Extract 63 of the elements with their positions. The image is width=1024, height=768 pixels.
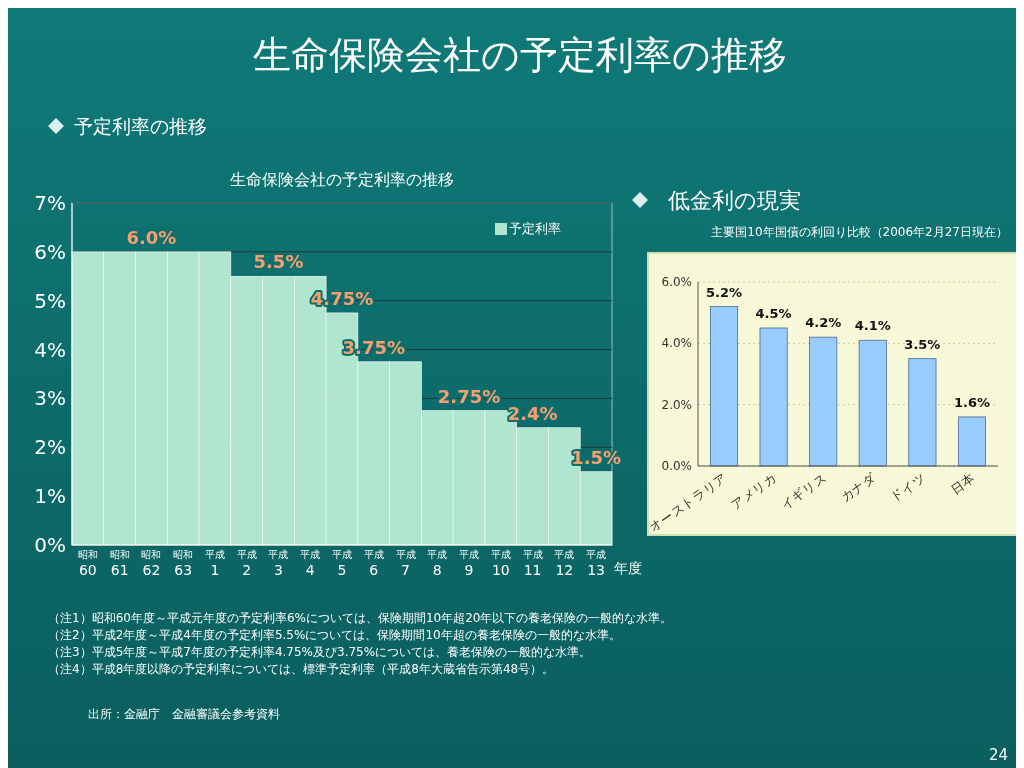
x-tick-label: オーストラリア [646, 470, 730, 535]
data-label: 3.5% [904, 336, 941, 352]
y-tick-label: 0.0% [661, 459, 692, 473]
text: 予定利率 [509, 221, 561, 236]
data-label: 4.2% [805, 315, 842, 331]
x-tick-label: 昭和 62 [141, 549, 162, 578]
text: 出所：金融庁 金融審議会参考資料 [88, 707, 280, 721]
y-tick-label: 7% [34, 191, 66, 215]
bar [957, 416, 986, 467]
data-label: 2.75% [437, 385, 501, 407]
text: （注1）昭和60年度～平成元年度の予定利率6%については、保険期間10年超20年以下の養老保険の一般的な水準。 [48, 611, 673, 625]
x-tick-label: ドイツ [887, 470, 929, 505]
data-label: 6.0% [126, 226, 177, 248]
x-tick-label: 平成 9 [459, 549, 480, 578]
y-tick-label: 2% [34, 435, 66, 460]
x-tick-label: 平成 12 [554, 549, 575, 578]
chart-subtitle: 予定利率の推移 [74, 115, 207, 137]
text: （注2）平成2年度～平成4年度の予定利率5.5%については、保険期間10年超の養老保険の一般的な水準。 [48, 628, 621, 642]
x-tick-label: 昭和 61 [109, 549, 130, 578]
chart-title: 生命保険会社の予定利率の推移 [230, 170, 454, 189]
x-tick-label: 平成 11 [522, 549, 543, 578]
x-tick-label: カナダ [837, 469, 880, 505]
chart-subtitle: 主要国10年国債の利回り比較（2006年2月27日現在） [711, 225, 1008, 239]
data-label: 5.5% [253, 251, 304, 273]
x-tick-label: アメリカ [728, 470, 780, 513]
bar [759, 327, 788, 467]
data-label: 4.5% [755, 306, 792, 321]
y-tick-label: 1% [34, 484, 66, 509]
x-tick-label: 平成 3 [268, 549, 289, 578]
text: （注3）平成5年度～平成7年度の予定利率4.75%及び3.75%については、養老保険の一般的な水準。 [48, 645, 592, 659]
x-tick-label: 平成 8 [427, 549, 448, 578]
x-tick-label: 昭和 63 [173, 549, 194, 578]
y-tick-label: 4% [34, 337, 66, 362]
data-label: 4.1% [854, 318, 891, 334]
x-tick-label: 平成 6 [363, 549, 384, 578]
y-tick-label: 4.0% [661, 336, 692, 351]
x-tick-label: 平成 5 [332, 549, 352, 578]
x-tick-label: 平成 4 [300, 549, 321, 578]
x-tick-label: 平成 13 [586, 549, 607, 578]
bar [710, 306, 739, 467]
chart-title: 低金利の現実 [668, 188, 801, 213]
x-tick-label: 平成 10 [490, 549, 511, 578]
x-tick-label: 平成 1 [204, 549, 225, 578]
x-tick-label: 平成 2 [236, 549, 257, 578]
text: 生命保険会社の予定利率の推移 [253, 33, 787, 77]
x-tick-label: 昭和 60 [77, 549, 98, 578]
y-tick-label: 2.0% [661, 397, 692, 412]
bar [809, 336, 838, 467]
x-tick-label: 日本 [947, 470, 978, 498]
text: 24 [988, 746, 1008, 764]
x-tick-label: イギリス [777, 470, 829, 513]
data-label: 5.2% [706, 284, 743, 300]
text: （注4）平成8年度以降の予定利率については、標準予定利率（平成8年大蔵省告示第48号）。 [48, 662, 555, 676]
y-tick-label: 6% [34, 239, 66, 264]
bar [858, 339, 887, 467]
data-label: 1.6% [953, 394, 990, 410]
y-tick-label: 3% [34, 386, 66, 411]
x-tick-label: 平成 7 [395, 549, 416, 578]
bar [908, 358, 937, 467]
y-tick-label: 0% [34, 533, 66, 557]
x-axis-title: 年度 [614, 560, 642, 576]
y-tick-label: 6.0% [661, 275, 692, 289]
y-tick-label: 5% [34, 288, 66, 313]
